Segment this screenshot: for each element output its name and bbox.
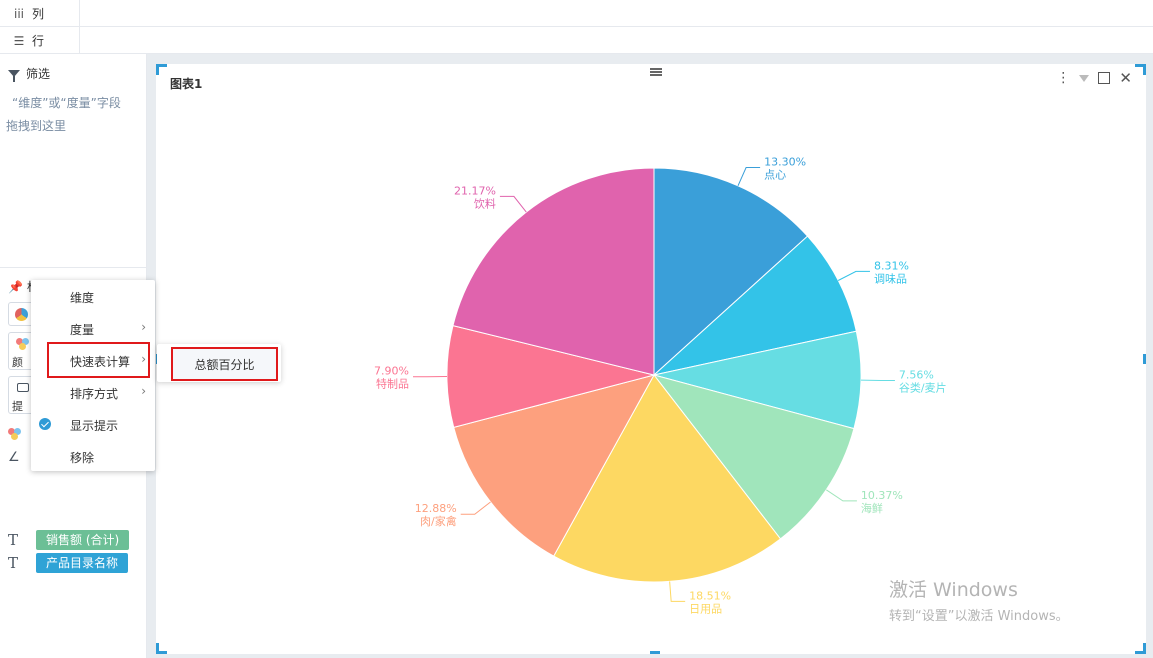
field-row-sales[interactable]: T 销售额 (合计) <box>8 530 130 550</box>
pie-category-label: 特制品 <box>376 377 409 391</box>
color-balls-icon <box>16 338 30 350</box>
canvas-area: 图表1 ⋮ ✕ 13.30% 点心 8.31% 调味品 7.56% 谷类/麦片 10.37%… <box>147 54 1153 658</box>
color-mark-label: 颜 <box>12 356 23 369</box>
menu-item-remove[interactable]: 移除 <box>31 440 155 472</box>
resize-edge-right[interactable] <box>1143 354 1146 364</box>
chevron-right-icon: › <box>141 384 146 398</box>
columns-label: 列 <box>32 7 45 21</box>
pie-slice[interactable] <box>653 167 809 377</box>
close-icon[interactable]: ✕ <box>1119 69 1132 87</box>
pie-percent-label: 12.88% <box>415 502 457 515</box>
rows-label: 行 <box>32 34 45 48</box>
pie-category-label: 点心 <box>764 169 786 182</box>
menu-item-show-tooltip[interactable]: 显示提示 <box>31 408 155 440</box>
pie-category-label: 日用品 <box>689 602 722 615</box>
windows-activation-watermark: 激活 Windows 转到“设置”以激活 Windows。 <box>889 575 1069 624</box>
menu-item-label: 快速表计算 <box>70 355 131 369</box>
menu-item-label: 排序方式 <box>70 387 119 401</box>
checkmark-icon <box>39 418 51 430</box>
submenu-item-percent-of-total[interactable]: 总额百分比 <box>171 347 278 381</box>
highlight-box-quick-calc <box>47 342 150 378</box>
angle-icon: ∠ <box>8 450 20 465</box>
pie-slice[interactable] <box>652 374 855 540</box>
chart-card[interactable]: 图表1 ⋮ ✕ 13.30% 点心 8.31% 调味品 7.56% 谷类/麦片 10.37%… <box>156 64 1146 654</box>
menu-item-measure[interactable]: 度量 › <box>31 312 155 344</box>
filter-hint-line2: 拖拽到这里 <box>6 119 67 133</box>
pie-category-label: 调味品 <box>874 272 907 285</box>
columns-shelf-label: iii 列 <box>0 0 80 27</box>
pie-percent-label: 10.37% <box>861 489 903 502</box>
filter-drop-zone[interactable]: 筛选 “维度”或“度量”字段 拖拽到这里 <box>0 54 147 268</box>
menu-item-sort[interactable]: 排序方式 › <box>31 376 155 408</box>
chart-title: 图表1 <box>170 77 203 91</box>
pie-slice[interactable] <box>553 374 782 583</box>
resize-corner-top-left[interactable] <box>156 64 167 75</box>
field-row-category[interactable]: T 产品目录名称 <box>8 553 129 573</box>
maximize-icon[interactable] <box>1098 72 1111 84</box>
field-pill-category-name[interactable]: 产品目录名称 <box>36 553 129 573</box>
color-encoding-row <box>8 428 22 443</box>
tooltip-bubble-icon <box>17 383 29 392</box>
pie-label-leader <box>837 270 870 281</box>
menu-item-quick-table-calc[interactable]: 快速表计算 › <box>31 344 155 376</box>
pie-percent-label: 7.90% <box>374 365 409 378</box>
filter-icon <box>8 70 20 82</box>
pie-label-leader <box>737 167 761 187</box>
resize-corner-bottom-left[interactable] <box>156 643 167 654</box>
text-type-icon: T <box>8 554 19 572</box>
chevron-right-icon: › <box>141 352 146 366</box>
color-encoding-icon <box>8 428 22 440</box>
context-menu: 维度 度量 › 快速表计算 › 排序方式 › 显示提示 移除 <box>31 280 155 471</box>
pie-label-leader <box>825 489 857 502</box>
menu-item-label: 度量 <box>70 323 95 337</box>
pie-slice[interactable] <box>452 167 655 376</box>
rows-shelf-label: ☰ 行 <box>0 27 80 54</box>
pie-percent-label: 8.31% <box>874 259 909 272</box>
menu-item-label: 移除 <box>70 451 95 465</box>
pie-percent-label: 21.17% <box>454 184 496 197</box>
pie-label-leader <box>460 501 491 515</box>
filter-hint-line1: “维度”或“度量”字段 <box>12 96 121 110</box>
pie-slice[interactable] <box>446 325 655 428</box>
rows-shelf[interactable]: ☰ 行 <box>0 27 1153 54</box>
pie-category-label: 肉/家禽 <box>420 514 457 528</box>
text-type-icon: T <box>8 531 19 549</box>
chevron-right-icon: › <box>141 320 146 334</box>
pie-label-leader <box>499 195 527 213</box>
columns-shelf[interactable]: iii 列 <box>0 0 1153 27</box>
columns-icon: iii <box>13 6 24 21</box>
chart-toolbar: ⋮ ✕ <box>1056 70 1132 86</box>
chart-filter-icon[interactable] <box>1079 74 1090 82</box>
resize-corner-bottom-right[interactable] <box>1135 643 1146 654</box>
pie-label-leader <box>669 581 686 602</box>
rows-icon: ☰ <box>13 33 25 48</box>
pie-category-label: 饮料 <box>474 196 496 210</box>
pie-percent-label: 7.56% <box>899 369 934 382</box>
menu-item-dimension[interactable]: 维度 <box>31 280 155 312</box>
pie-chart: 13.30%点心 8.31%调味品 7.56%谷类/麦片 10.37%海鲜 18.51%… <box>374 156 947 616</box>
resize-corner-top-right[interactable] <box>1135 64 1146 75</box>
pie-percent-label: 18.51% <box>689 589 731 602</box>
quick-calc-submenu: 总额百分比 <box>157 344 281 382</box>
field-pill-sales-sum[interactable]: 销售额 (合计) <box>36 530 130 550</box>
pie-slice[interactable] <box>453 374 656 557</box>
pin-icon: 📌 <box>8 279 23 294</box>
watermark-line1: 激活 Windows <box>889 579 1018 601</box>
drag-handle-icon[interactable] <box>650 68 662 76</box>
filter-title: 筛选 <box>8 65 50 82</box>
pie-chart-icon <box>15 308 28 321</box>
resize-edge-bottom[interactable] <box>650 651 660 654</box>
pie-category-label: 海鲜 <box>861 501 883 515</box>
pie-percent-label: 13.30% <box>764 156 806 169</box>
filter-title-text: 筛选 <box>26 67 51 81</box>
watermark-line2: 转到“设置”以激活 Windows。 <box>889 609 1069 624</box>
more-options-icon[interactable]: ⋮ <box>1056 70 1071 86</box>
pie-category-label: 谷类/麦片 <box>899 381 947 395</box>
pie-slice[interactable] <box>653 330 862 430</box>
tooltip-mark-label: 提 <box>12 400 23 413</box>
menu-item-label: 显示提示 <box>70 419 119 433</box>
menu-item-label: 维度 <box>70 291 95 305</box>
